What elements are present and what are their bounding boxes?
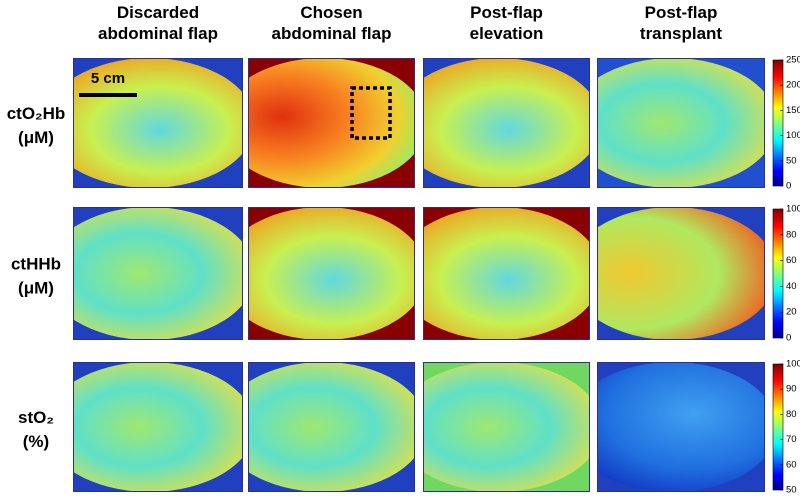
colorbar-tick-label: 20: [786, 307, 797, 318]
colorbar: [772, 208, 784, 339]
colorbar-tick-label: 100: [786, 204, 800, 215]
row-labels: ctO₂Hb (μM) ctHHb (μM) stO₂ (%): [7, 104, 66, 451]
panel-border: [423, 362, 590, 492]
panel-border: [597, 58, 765, 188]
colorbar-tick-label: 150: [786, 105, 800, 116]
panel-border: [248, 362, 415, 492]
flap-map: [597, 207, 765, 340]
colorbar-tick-label: 200: [786, 80, 800, 91]
image-panel: [423, 58, 590, 188]
image-panel: [73, 362, 243, 492]
image-panel: [248, 207, 415, 340]
column-header: transplant: [640, 24, 723, 43]
column-header: Discarded: [117, 3, 199, 22]
column-header: abdominal flap: [98, 24, 218, 43]
panel-border: [73, 207, 243, 340]
scale-bar-label: 5 cm: [91, 70, 125, 87]
row-label: ctHHb: [11, 255, 61, 274]
colorbar-tick-label: 60: [786, 459, 797, 470]
column-header: Chosen: [300, 3, 362, 22]
image-panel: [423, 362, 590, 492]
column-header: abdominal flap: [272, 24, 392, 43]
panel-border: [423, 58, 590, 188]
flap-map: [248, 58, 415, 188]
panel-border: [248, 207, 415, 340]
column-headers: Discarded abdominal flap Chosen abdominal f…: [98, 3, 722, 43]
row-label: (%): [23, 432, 49, 451]
image-panels: [73, 58, 765, 492]
image-panel: [248, 58, 415, 188]
panel-border: [248, 58, 415, 188]
panel-border: [597, 362, 765, 492]
flap-map: [423, 362, 590, 492]
panel-border: [73, 362, 243, 492]
panel-border: [597, 207, 765, 340]
colorbar-tick-label: 80: [786, 409, 797, 420]
column-header: Post-flap: [645, 3, 718, 22]
flap-map: [73, 362, 243, 492]
colorbar-tick-label: 50: [786, 155, 797, 166]
colorbar-tick-label: 0: [786, 181, 791, 192]
column-header: Post-flap: [470, 3, 543, 22]
colorbar-tick-label: 60: [786, 255, 797, 266]
flap-map: [597, 362, 765, 492]
image-panel: [73, 58, 243, 188]
image-panel: [597, 58, 765, 188]
image-panel: [597, 362, 765, 492]
colorbar: [772, 59, 784, 187]
flap-map: [597, 58, 765, 188]
flap-map: [73, 207, 243, 340]
colorbar-tick-label: 70: [786, 434, 797, 445]
flap-map: [73, 58, 243, 188]
row-label: ctO₂Hb: [7, 104, 66, 123]
row-label: (μM): [18, 128, 54, 147]
colorbar-tick-label: 50: [786, 485, 797, 496]
flap-map: [423, 58, 590, 188]
panel-border: [423, 207, 590, 340]
flap-map: [248, 362, 415, 492]
image-panel: [248, 362, 415, 492]
flap-map: [248, 207, 415, 340]
region-of-interest: [350, 86, 392, 140]
row-label: (μM): [18, 279, 54, 298]
colorbar-tick-label: 0: [786, 333, 791, 344]
colorbar: [772, 363, 784, 491]
column-header: elevation: [470, 24, 544, 43]
colorbar-tick-label: 40: [786, 281, 797, 292]
colorbar-tick-label: 100: [786, 130, 800, 141]
colorbar-tick-label: 250: [786, 55, 800, 66]
colorbar-tick-label: 100: [786, 359, 800, 370]
image-panel: [73, 207, 243, 340]
colorbar-tick-label: 90: [786, 384, 797, 395]
colorbars: 0 50 100 150 200 250 0 20 40 60 80 100 50 60 70 80 90 100: [772, 55, 800, 496]
image-panel: [423, 207, 590, 340]
colorbar-tick-label: 80: [786, 229, 797, 240]
flap-map: [423, 207, 590, 340]
panel-border: [73, 58, 243, 188]
row-label: stO₂: [18, 408, 54, 427]
image-panel: [597, 207, 765, 340]
